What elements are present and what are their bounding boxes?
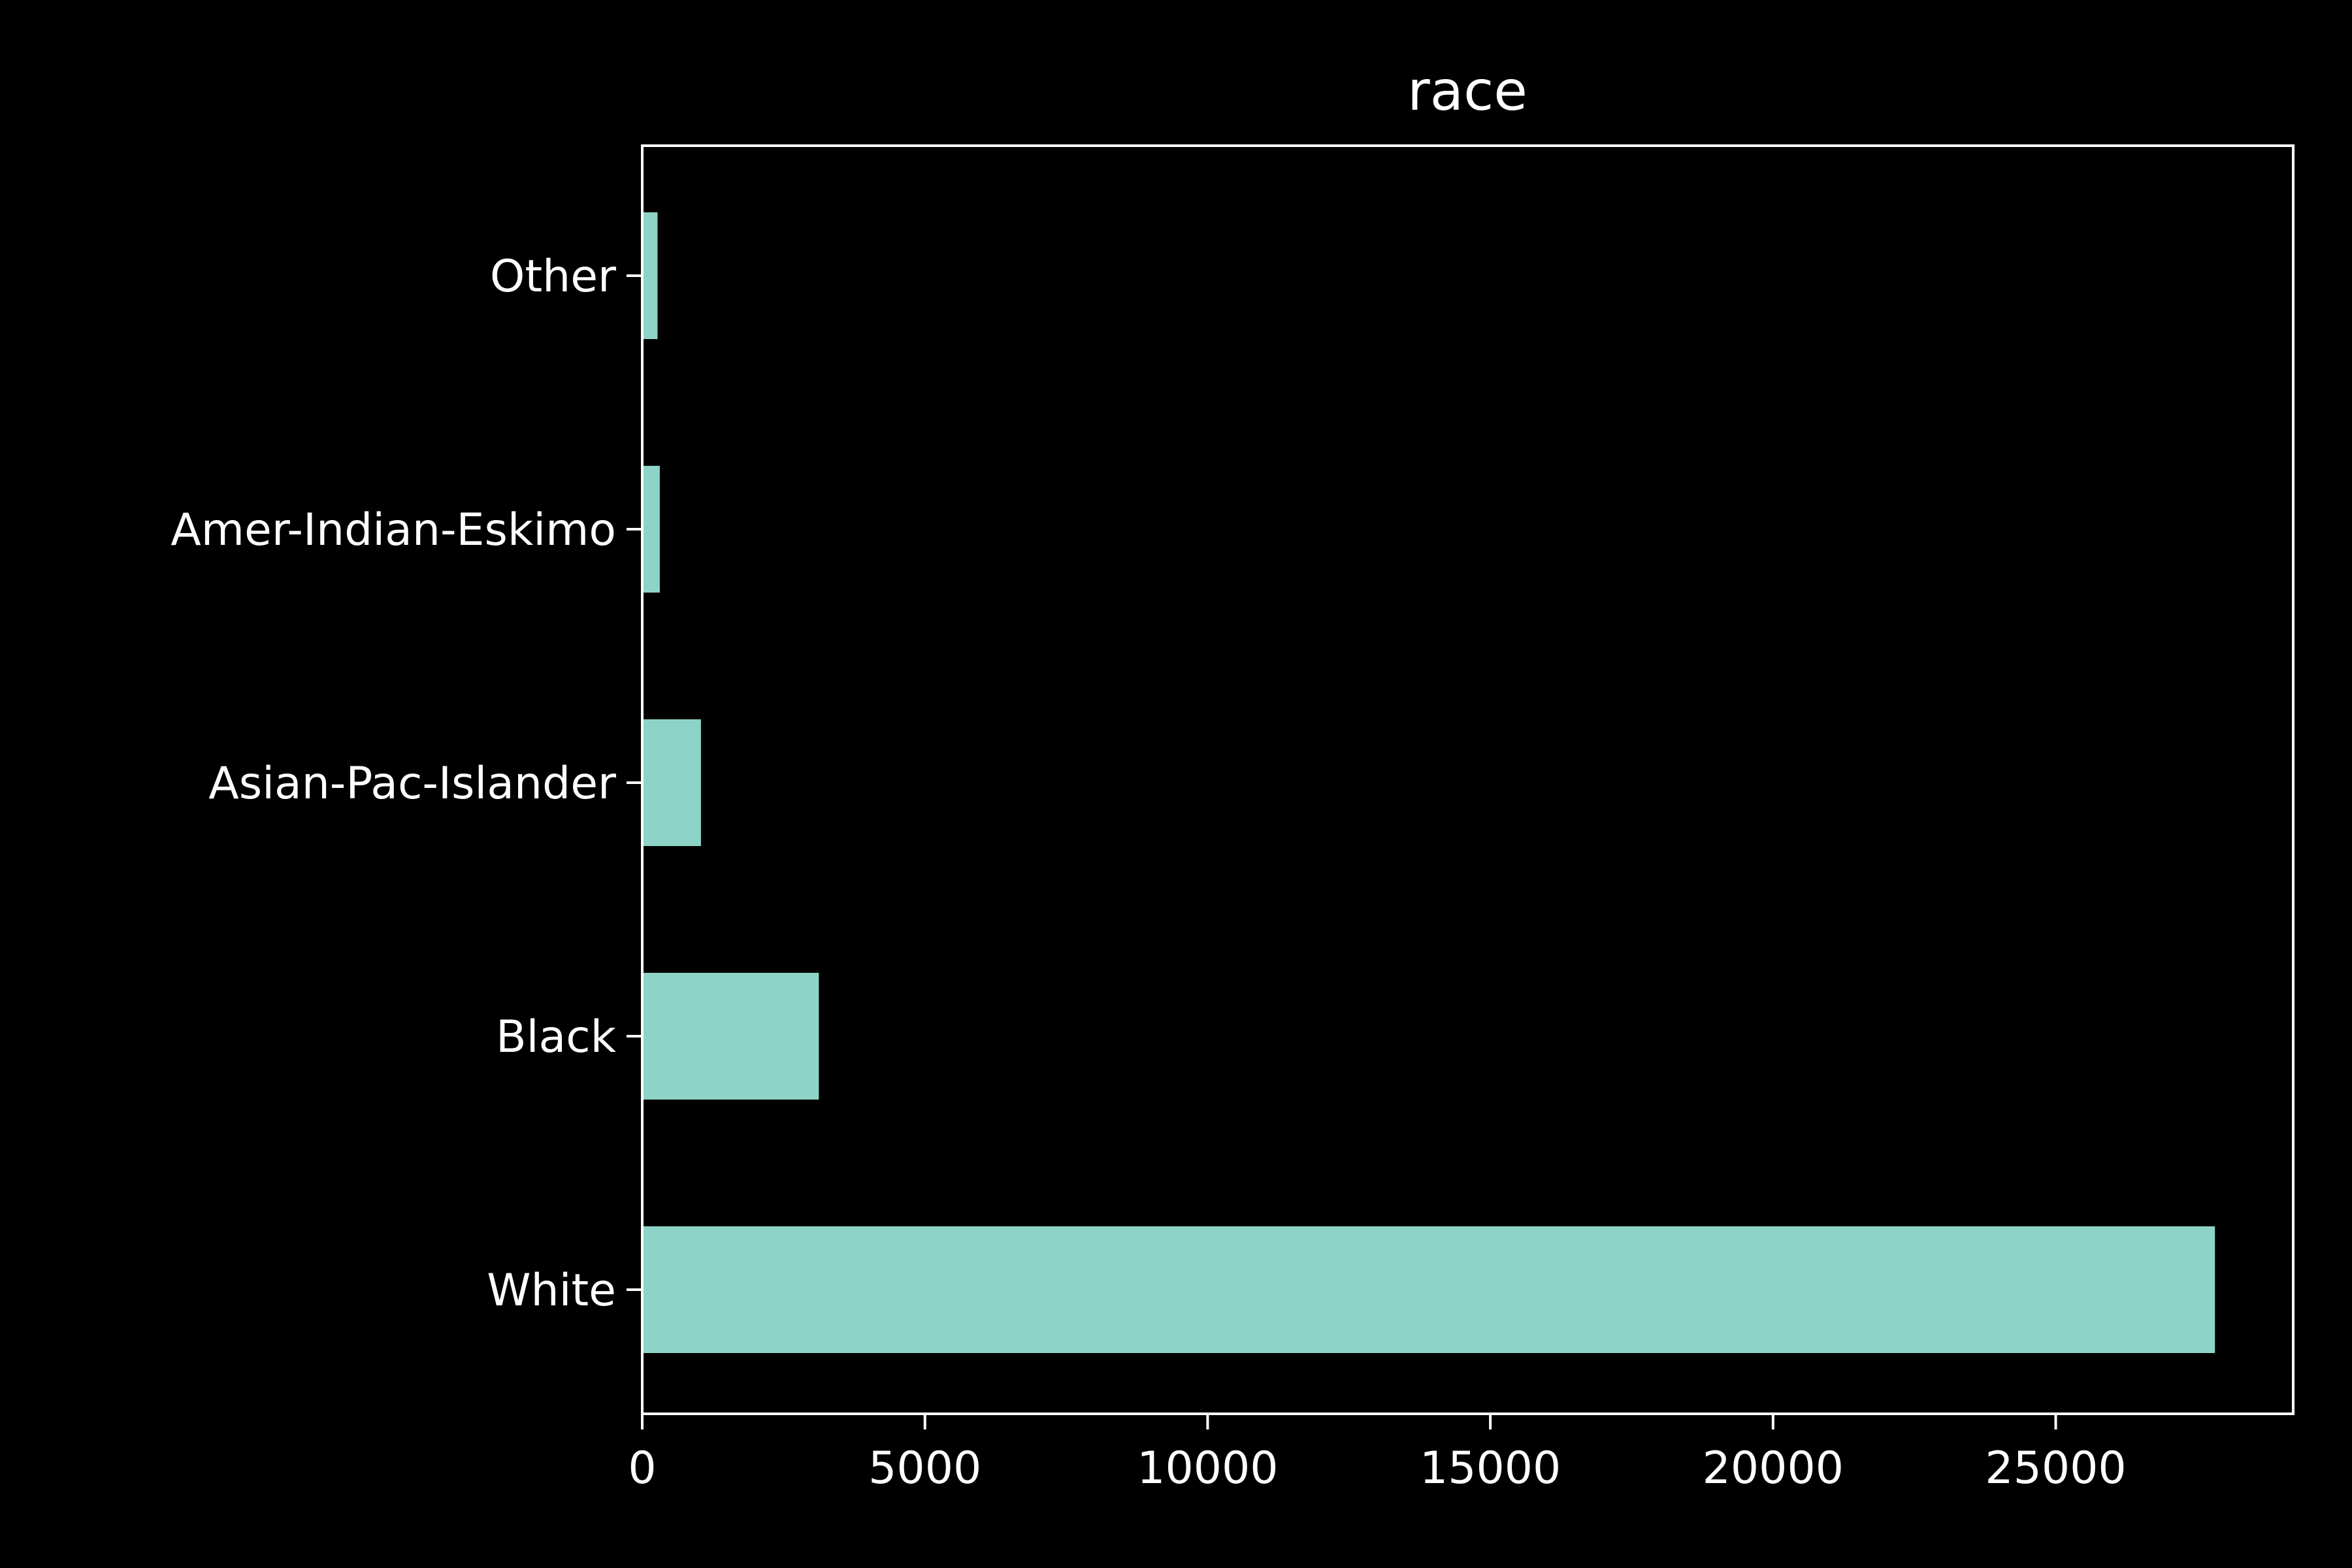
x-tick-label: 0 xyxy=(628,1443,656,1494)
bar-white xyxy=(642,1226,2215,1353)
x-tick-label: 10000 xyxy=(1137,1443,1278,1494)
y-tick-label: Other xyxy=(490,251,616,302)
y-tick-label: Amer-Indian-Eskimo xyxy=(171,504,616,556)
x-tick-label: 5000 xyxy=(868,1443,981,1494)
y-tick-label: Asian-Pac-Islander xyxy=(208,758,616,809)
bar-other xyxy=(642,212,658,339)
x-tick-label: 25000 xyxy=(1985,1443,2126,1494)
bar-black xyxy=(642,973,819,1100)
x-tick-label: 15000 xyxy=(1420,1443,1561,1494)
chart-title: race xyxy=(1407,59,1527,123)
bar-amer-indian-eskimo xyxy=(642,466,660,593)
ticks-layer: White Black Asian-Pac-Islander Amer-Indian-… xyxy=(171,251,2126,1494)
y-tick-label: White xyxy=(487,1265,616,1316)
bars-layer xyxy=(642,212,2215,1353)
y-tick-label: Black xyxy=(496,1011,617,1063)
bar-asian-pac-islander xyxy=(642,719,701,846)
x-tick-label: 20000 xyxy=(1703,1443,1844,1494)
plot-area-frame xyxy=(641,144,2295,1415)
